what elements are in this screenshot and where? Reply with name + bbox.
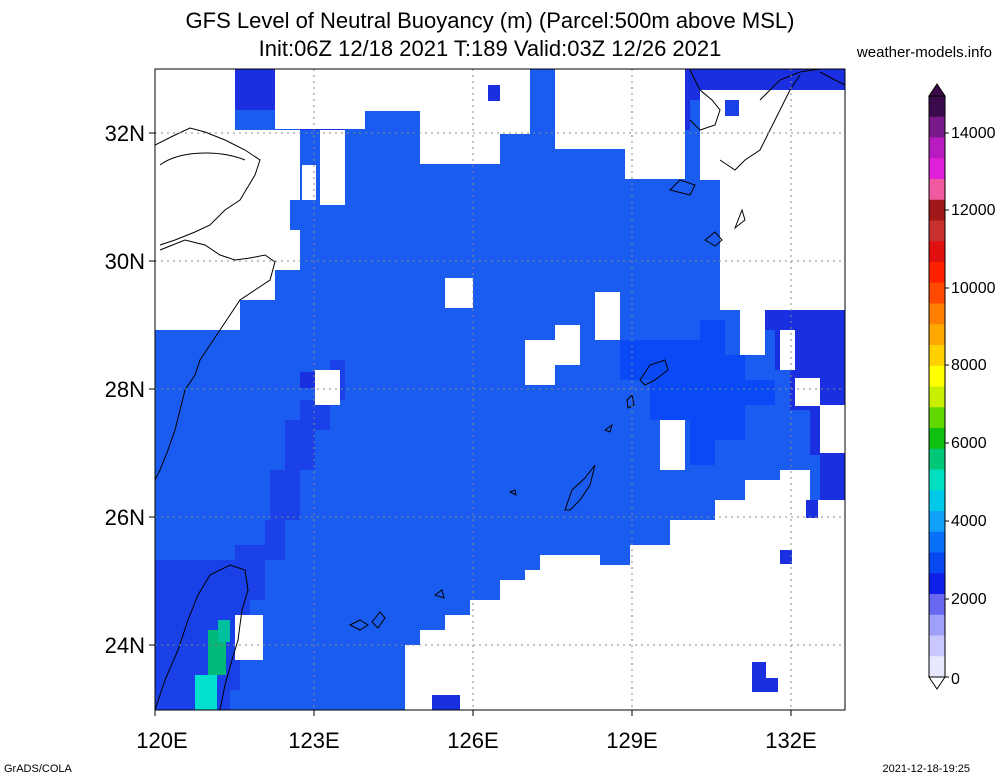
colorbar-label: 12000 [951, 202, 996, 219]
colorbar-swatch [929, 531, 945, 553]
lon-label: 126E [447, 728, 498, 753]
colorbar-min-arrow [928, 676, 946, 690]
colorbar-swatch [929, 282, 945, 304]
colorbar-label: 8000 [951, 357, 987, 374]
colorbar-swatch [929, 552, 945, 574]
colorbar-swatch [929, 656, 945, 678]
lat-label: 24N [105, 633, 145, 658]
lon-label: 132E [765, 728, 816, 753]
colorbar-swatch [929, 365, 945, 387]
colorbar-swatch [929, 158, 945, 180]
colorbar-label: 6000 [951, 435, 987, 452]
colorbar-label: 4000 [951, 513, 987, 530]
colorbar-swatch [929, 511, 945, 533]
colorbar-swatch [929, 220, 945, 242]
colorbar-label: 0 [951, 671, 960, 688]
colorbar-swatch [929, 386, 945, 408]
colorbar-swatch [929, 137, 945, 159]
colorbar-swatch [929, 448, 945, 470]
footer-timestamp: 2021-12-18-19:25 [882, 763, 970, 775]
site-label: weather-models.info [856, 44, 992, 61]
footer-credit: GrADS/COLA [4, 763, 72, 775]
colorbar-swatch [929, 407, 945, 429]
map-subtitle: Init:06Z 12/18 2021 T:189 Valid:03Z 12/2… [258, 36, 722, 61]
colorbar-swatch [929, 241, 945, 263]
colorbar [928, 83, 949, 690]
lat-label: 30N [105, 249, 145, 274]
colorbar-swatch [929, 262, 945, 284]
colorbar-swatch [929, 428, 945, 450]
colorbar-swatch [929, 573, 945, 595]
lat-label: 26N [105, 505, 145, 530]
colorbar-swatch [929, 345, 945, 367]
lon-label: 129E [606, 728, 657, 753]
lat-label: 28N [105, 377, 145, 402]
colorbar-swatch [929, 116, 945, 138]
colorbar-swatch [929, 324, 945, 346]
colorbar-swatch [929, 594, 945, 616]
colorbar-swatch [929, 303, 945, 325]
colorbar-swatch [929, 199, 945, 221]
colorbar-swatch [929, 490, 945, 512]
lat-label: 32N [105, 121, 145, 146]
colorbar-label: 10000 [951, 280, 996, 297]
colorbar-swatch [929, 469, 945, 491]
colorbar-swatch [929, 96, 945, 118]
colorbar-label: 2000 [951, 591, 987, 608]
colorbar-swatch [929, 179, 945, 201]
colorbar-swatch [929, 614, 945, 636]
colorbar-frame [928, 95, 946, 678]
graticule [155, 69, 845, 710]
buoyancy-field [155, 69, 845, 710]
coastlines [155, 69, 845, 710]
map-title: GFS Level of Neutral Buoyancy (m) (Parce… [185, 8, 795, 33]
colorbar-max-arrow [928, 83, 946, 97]
colorbar-swatch [929, 635, 945, 657]
colorbar-label: 14000 [951, 125, 996, 142]
lon-label: 123E [288, 728, 339, 753]
lon-label: 120E [136, 728, 187, 753]
